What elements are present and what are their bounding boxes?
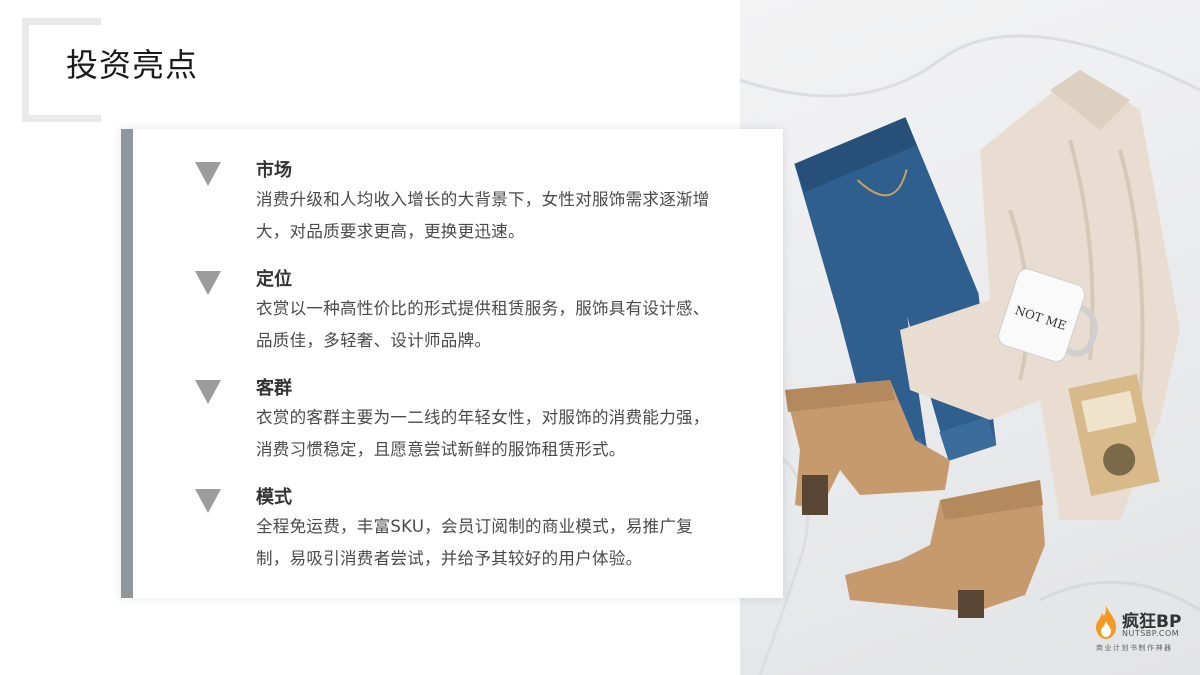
triangle-down-icon: [195, 489, 221, 513]
highlight-desc: 全程免运费，丰富SKU，会员订阅制的商业模式，易推广复制，易吸引消费者尝试，并给…: [256, 511, 726, 575]
accent-bar: [121, 129, 133, 598]
highlights-card: 市场 消费升级和人均收入增长的大背景下，女性对服饰需求逐渐增大，对品质要求更高，…: [121, 129, 783, 598]
highlight-desc: 衣赏的客群主要为一二线的年轻女性，对服饰的消费能力强，消费习惯稳定，且愿意尝试新…: [256, 402, 726, 466]
clothing-illustration: NOT ME: [740, 0, 1200, 675]
triangle-down-icon: [195, 380, 221, 404]
page-title: 投资亮点: [66, 40, 204, 86]
boot-left: [785, 380, 950, 515]
highlight-title: 市场: [256, 156, 292, 182]
clothing-photo: NOT ME: [740, 0, 1200, 675]
flame-icon: [1094, 605, 1118, 639]
highlight-title: 客群: [256, 374, 292, 400]
highlight-desc: 消费升级和人均收入增长的大背景下，女性对服饰需求逐渐增大，对品质要求更高，更换更…: [256, 184, 726, 248]
highlight-title: 定位: [256, 265, 292, 291]
brand-slogan: 商业计划书制作神器: [1096, 643, 1173, 653]
brand-logo: 疯狂BP NUTSBP.COM 商业计划书制作神器: [1092, 603, 1192, 663]
highlight-desc: 衣赏以一种高性价比的形式提供租赁服务，服饰具有设计感、品质佳，多轻奢、设计师品牌…: [256, 293, 726, 357]
triangle-down-icon: [195, 162, 221, 186]
highlight-title: 模式: [256, 483, 292, 509]
brand-url: NUTSBP.COM: [1122, 629, 1179, 638]
triangle-down-icon: [195, 271, 221, 295]
boot-right: [845, 480, 1045, 618]
